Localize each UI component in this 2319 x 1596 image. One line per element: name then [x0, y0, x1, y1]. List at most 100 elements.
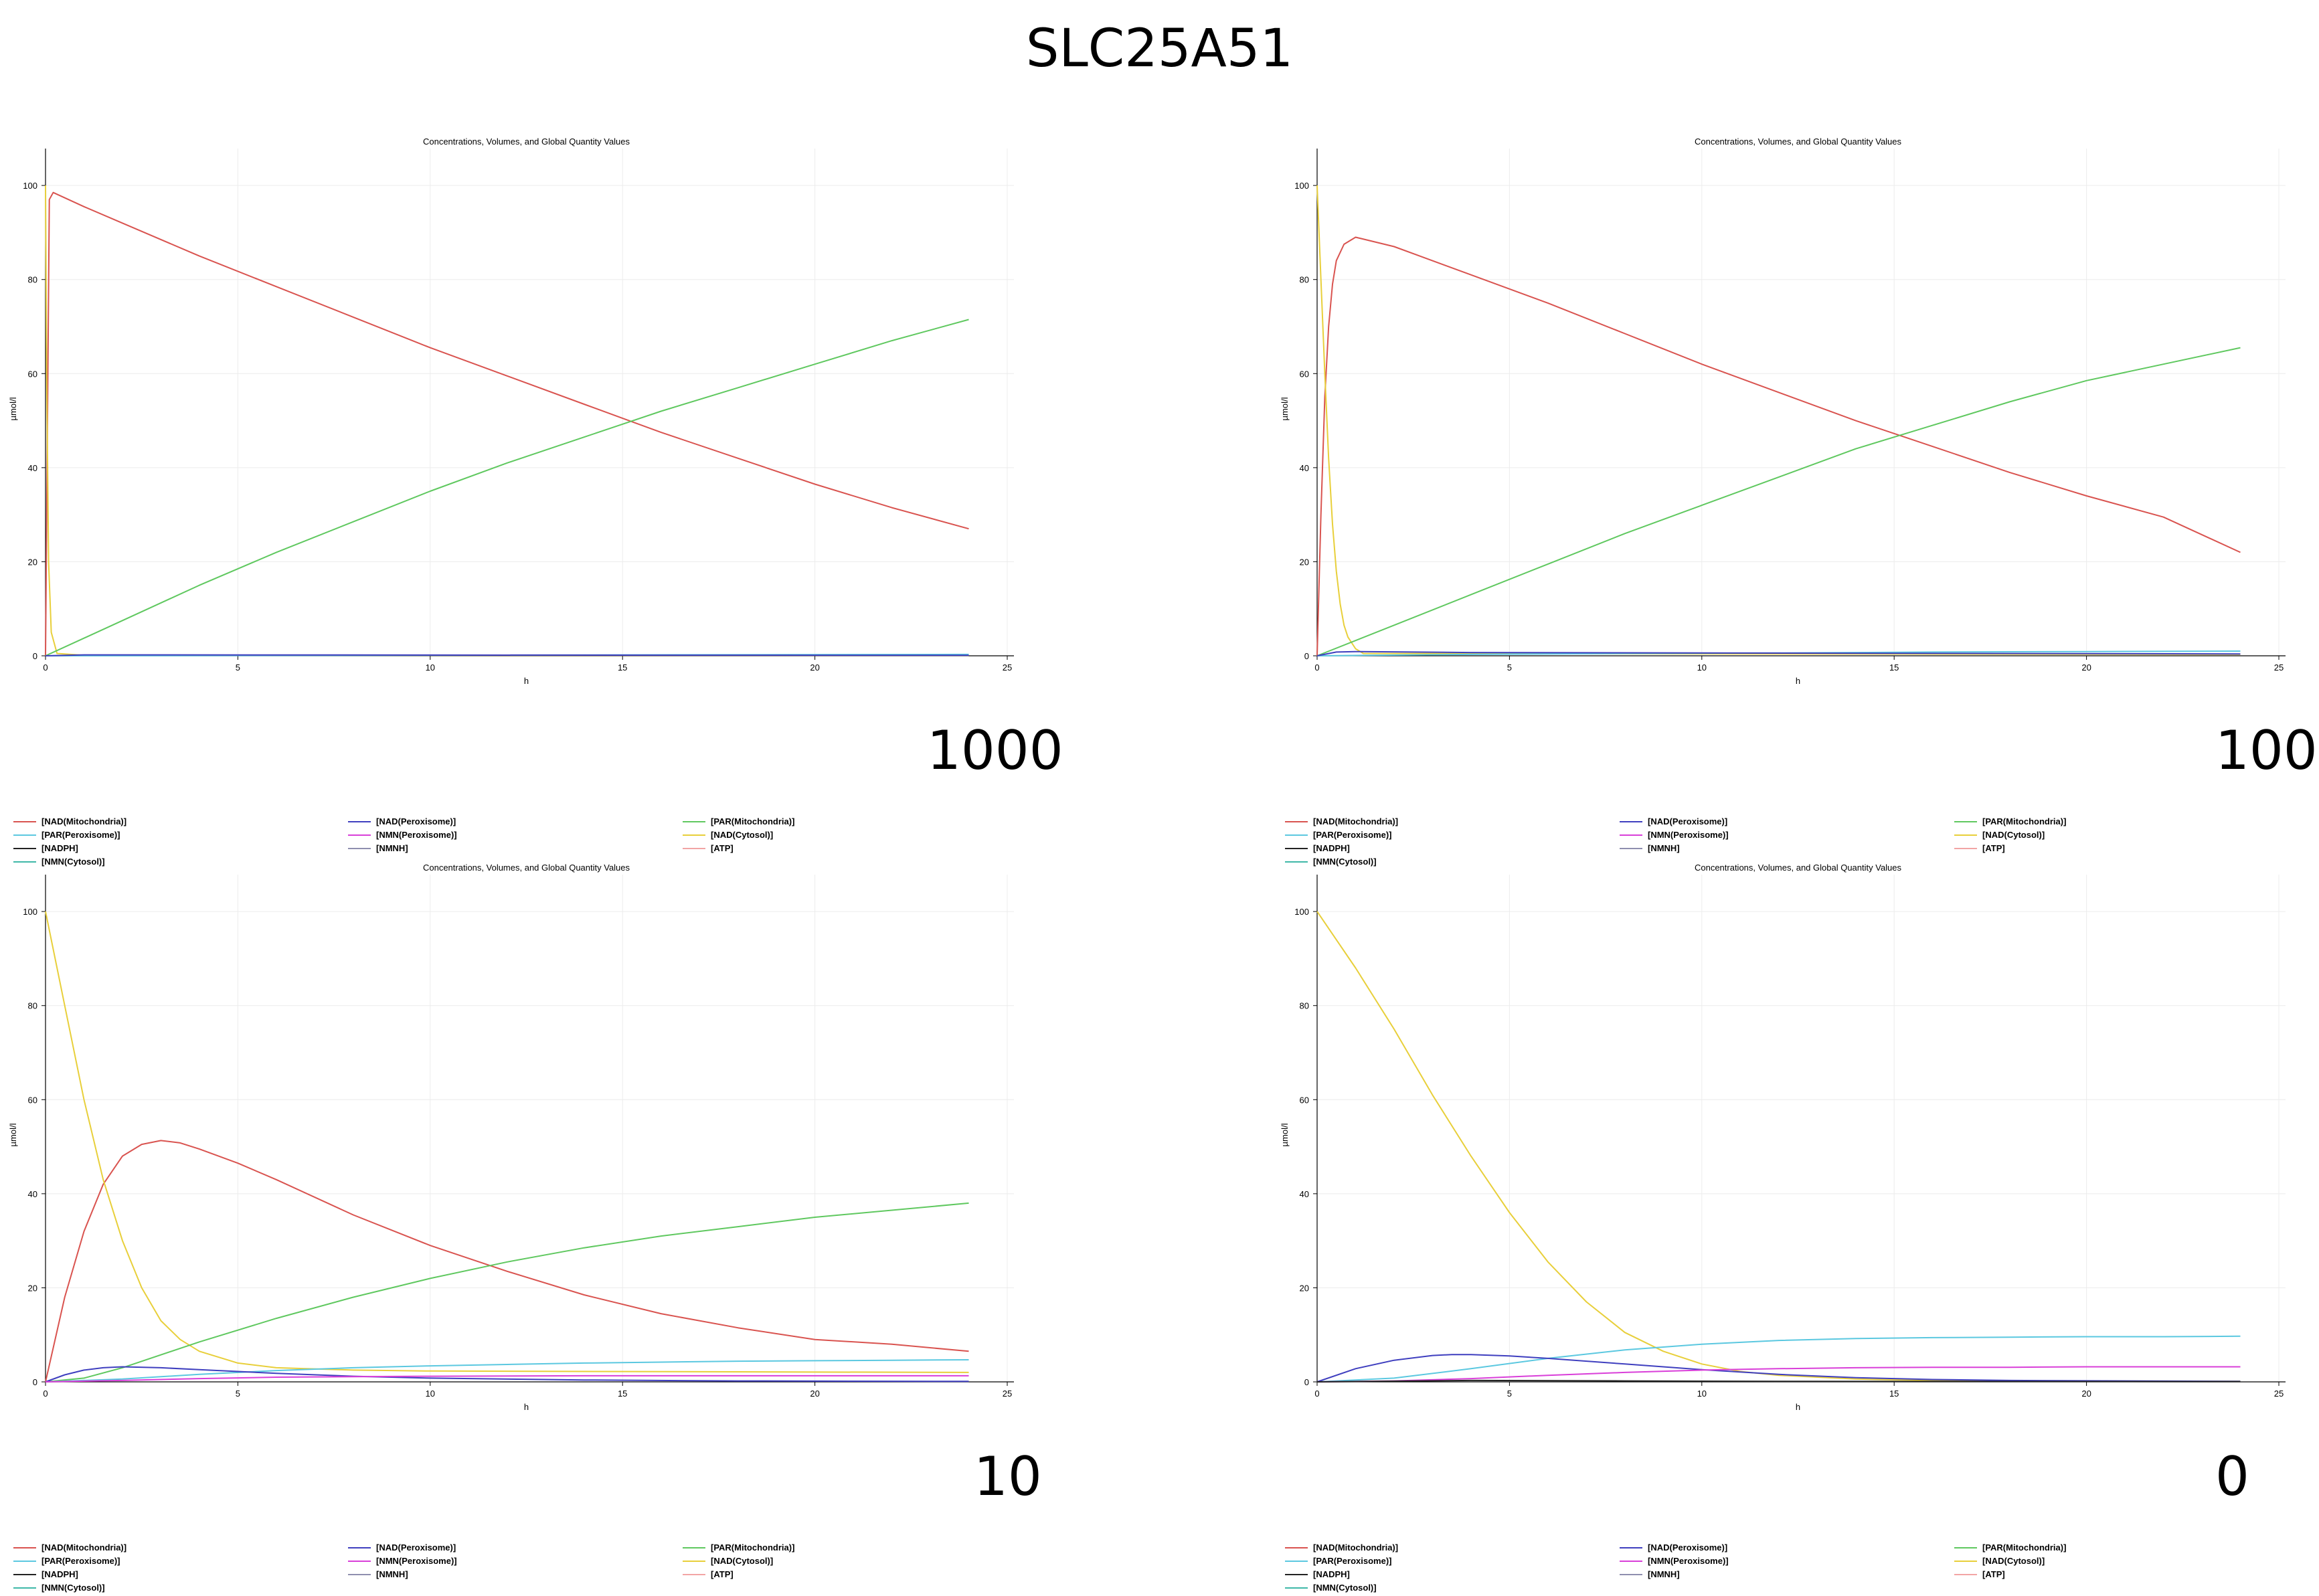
series-line: [1316, 347, 2241, 656]
legend-entry: [NADPH]: [1285, 1569, 1350, 1579]
legend-entry: [NMNH]: [348, 1569, 408, 1579]
y-tick-label: 100: [1294, 907, 1309, 917]
legend-entry: [NAD(Peroxisome)]: [348, 1542, 456, 1553]
legend-label: [NMN(Peroxisome)]: [1648, 830, 1729, 840]
y-tick-label: 0: [1304, 651, 1309, 661]
legend-swatch: [13, 1573, 36, 1575]
x-tick-label: 5: [236, 1389, 240, 1399]
x-tick-label: 25: [1003, 1389, 1012, 1399]
legend-swatch: [683, 1546, 705, 1548]
chart-legend: [NAD(Mitochondria)] [NAD(Peroxisome)] [PAR…: [1285, 1542, 2289, 1596]
legend-swatch: [1285, 847, 1308, 849]
legend-label: [ATP]: [1982, 1569, 2005, 1579]
legend-swatch: [348, 834, 371, 836]
y-tick-label: 80: [28, 275, 37, 285]
legend-label: [NMNH]: [1648, 843, 1680, 853]
legend-swatch: [13, 1546, 36, 1548]
x-tick-label: 15: [1889, 662, 1899, 673]
panel-label: 10: [974, 1445, 1042, 1508]
page-title: SLC25A51: [1025, 19, 1294, 79]
series-line: [1316, 1379, 2241, 1383]
legend-entry: [NAD(Peroxisome)]: [1620, 1542, 1727, 1553]
legend-swatch: [1285, 1560, 1308, 1562]
x-tick-label: 0: [1314, 1389, 1319, 1399]
legend-label: [ATP]: [1982, 843, 2005, 853]
legend-swatch: [683, 1573, 705, 1575]
legend-swatch: [1954, 820, 1977, 822]
y-tick-label: 20: [28, 1283, 37, 1293]
series-line: [1316, 1335, 2241, 1383]
legend-entry: [NMN(Peroxisome)]: [348, 830, 457, 840]
y-tick-label: 60: [1300, 1095, 1309, 1105]
legend-label: [NAD(Cytosol)]: [1982, 1556, 2045, 1566]
legend-swatch: [348, 820, 371, 822]
legend-swatch: [13, 834, 36, 836]
legend-entry: [NMN(Cytosol)]: [1285, 857, 1377, 867]
legend-entry: [ATP]: [683, 843, 734, 853]
legend-entry: [NMN(Cytosol)]: [1285, 1583, 1377, 1593]
legend-label: [NMN(Cytosol)]: [41, 857, 105, 867]
x-tick-label: 25: [1003, 662, 1012, 673]
y-axis-label: µmol/l: [8, 397, 18, 420]
legend-label: [PAR(Mitochondria)]: [1982, 1542, 2067, 1553]
legend-entry: [NMNH]: [348, 843, 408, 853]
series-line: [1316, 236, 2241, 656]
legend-label: [NADPH]: [41, 843, 78, 853]
legend-label: [PAR(Mitochondria)]: [711, 816, 795, 826]
legend-swatch: [1285, 1546, 1308, 1548]
legend-entry: [NADPH]: [1285, 843, 1350, 853]
x-tick-label: 10: [1697, 1389, 1707, 1399]
legend-entry: [NMNH]: [1620, 843, 1680, 853]
legend-swatch: [13, 1587, 36, 1589]
legend-swatch: [348, 847, 371, 849]
x-tick-label: 5: [236, 662, 240, 673]
legend-entry: [NAD(Mitochondria)]: [1285, 1542, 1398, 1553]
chart-title: Concentrations, Volumes, and Global Quan…: [1695, 137, 1902, 147]
y-tick-label: 0: [33, 651, 37, 661]
chart-title: Concentrations, Volumes, and Global Quan…: [423, 863, 630, 873]
series-line: [1316, 185, 2241, 655]
legend-label: [NAD(Cytosol)]: [711, 1556, 774, 1566]
legend-entry: [NAD(Cytosol)]: [1954, 830, 2045, 840]
legend-entry: [NMN(Peroxisome)]: [1620, 830, 1729, 840]
series-line: [1316, 1354, 2241, 1383]
legend-entry: [NMN(Cytosol)]: [13, 857, 105, 867]
legend-swatch: [683, 847, 705, 849]
legend-label: [NAD(Mitochondria)]: [41, 816, 127, 826]
legend-label: [NAD(Mitochondria)]: [1313, 1542, 1399, 1553]
x-tick-label: 25: [2274, 1389, 2284, 1399]
legend-entry: [NAD(Peroxisome)]: [348, 816, 456, 826]
legend-label: [NAD(Cytosol)]: [711, 830, 774, 840]
series-line: [1316, 911, 2241, 1383]
legend-label: [NAD(Peroxisome)]: [1648, 1542, 1728, 1553]
y-tick-label: 20: [28, 557, 37, 567]
x-tick-label: 20: [2081, 662, 2091, 673]
chart-legend: [NAD(Mitochondria)] [NAD(Peroxisome)] [PAR…: [13, 1542, 1017, 1596]
y-tick-label: 40: [28, 463, 37, 473]
legend-swatch: [1620, 820, 1642, 822]
series-line: [45, 191, 969, 656]
legend-label: [PAR(Peroxisome)]: [41, 1556, 120, 1566]
y-axis-label: µmol/l: [8, 1123, 18, 1146]
legend-label: [NMN(Cytosol)]: [41, 1583, 105, 1593]
legend-entry: [NAD(Cytosol)]: [683, 1556, 773, 1566]
chart-panel-10: Concentrations, Volumes, and Global Quan…: [7, 853, 1078, 1593]
x-axis-label: h: [1796, 1402, 1800, 1412]
y-tick-label: 40: [1300, 1189, 1309, 1199]
x-tick-label: 5: [1507, 1389, 1512, 1399]
legend-entry: [PAR(Mitochondria)]: [683, 816, 794, 826]
legend-swatch: [13, 1560, 36, 1562]
legend-swatch: [13, 861, 36, 863]
y-tick-label: 60: [28, 1095, 37, 1105]
chart-panel-0: Concentrations, Volumes, and Global Quan…: [1278, 853, 2319, 1593]
legend-label: [NMN(Peroxisome)]: [1648, 1556, 1729, 1566]
legend-label: [NAD(Cytosol)]: [1982, 830, 2045, 840]
chart-panel-100: Concentrations, Volumes, and Global Quan…: [1278, 127, 2319, 867]
x-tick-label: 20: [810, 662, 819, 673]
legend-swatch: [1285, 861, 1308, 863]
y-tick-label: 60: [28, 369, 37, 379]
legend-entry: [NMN(Peroxisome)]: [348, 1556, 457, 1566]
legend-swatch: [683, 820, 705, 822]
legend-swatch: [1285, 834, 1308, 836]
legend-label: [NMN(Cytosol)]: [1313, 857, 1377, 867]
